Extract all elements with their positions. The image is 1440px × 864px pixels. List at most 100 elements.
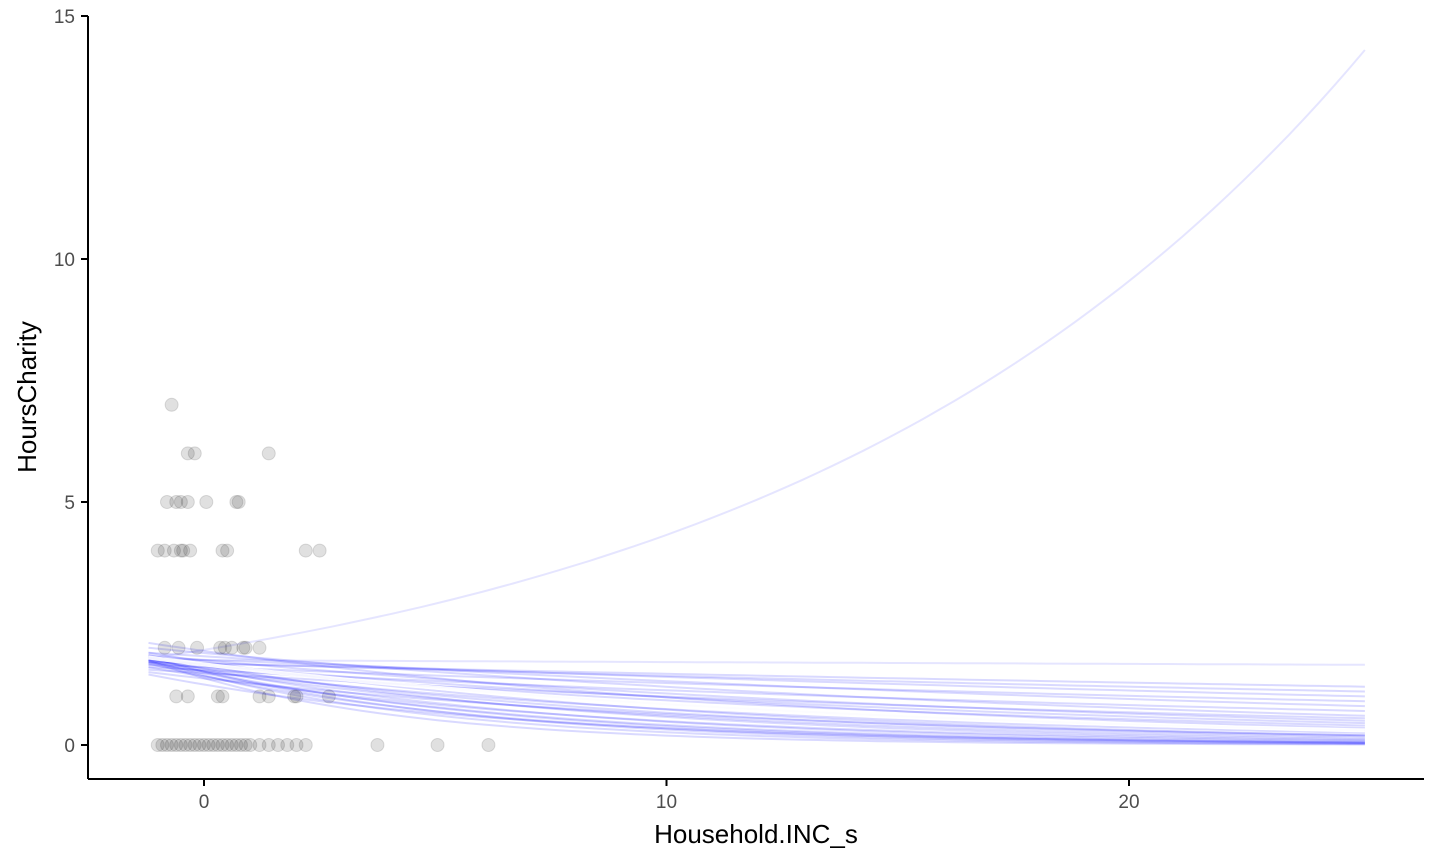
fit-curve <box>148 657 1365 744</box>
data-point <box>312 543 327 558</box>
fit-curve <box>148 673 1365 744</box>
data-point <box>238 738 253 752</box>
data-point <box>430 738 445 752</box>
mean-fit-curve <box>148 655 1365 733</box>
data-point <box>215 738 230 752</box>
data-point <box>157 543 172 558</box>
data-point <box>229 495 244 509</box>
data-point <box>190 640 205 655</box>
data-point <box>173 738 188 752</box>
data-point <box>176 543 191 558</box>
data-point <box>171 640 186 655</box>
data-point <box>252 738 267 752</box>
data-point <box>187 446 202 461</box>
data-point <box>210 738 225 752</box>
data-point <box>252 689 267 704</box>
data-point <box>298 543 313 558</box>
data-point <box>180 689 195 704</box>
fit-curve <box>148 666 1365 712</box>
data-point <box>370 738 385 752</box>
data-point <box>166 543 181 558</box>
x-tick-label: 20 <box>1118 792 1139 813</box>
data-point <box>183 543 198 558</box>
data-point <box>180 495 195 509</box>
data-point <box>183 738 198 752</box>
data-point <box>261 446 276 461</box>
data-point <box>178 738 193 752</box>
data-point <box>220 738 235 752</box>
fit-curve <box>148 656 1365 743</box>
fit-curve <box>148 661 1365 739</box>
fit-curve <box>148 658 1365 745</box>
fit-curve <box>148 660 1365 744</box>
data-point <box>321 689 336 704</box>
x-axis-title: Household.INC_s <box>654 819 858 849</box>
fit-curve <box>148 671 1365 737</box>
fit-curves <box>148 49 1366 746</box>
data-point <box>169 495 184 509</box>
fit-curve <box>148 663 1365 703</box>
data-point <box>261 689 276 704</box>
fit-curve <box>148 641 1365 729</box>
y-tick-label: 10 <box>54 250 75 271</box>
data-point <box>210 689 225 704</box>
y-tick-label: 5 <box>64 493 75 514</box>
x-tick-label: 0 <box>199 792 210 813</box>
fit-curve <box>148 655 1365 745</box>
x-tick-label: 10 <box>656 792 677 813</box>
data-point <box>164 738 179 752</box>
fit-curve <box>148 656 1365 698</box>
fit-curve <box>148 663 1365 734</box>
data-point <box>150 543 165 558</box>
fit-curve <box>148 661 1365 688</box>
data-point <box>173 495 188 509</box>
data-point <box>289 689 304 704</box>
data-point <box>197 738 211 752</box>
fit-curve <box>148 49 1366 660</box>
data-point <box>234 738 248 752</box>
fit-curve <box>148 654 1365 741</box>
fit-curve <box>148 662 1365 745</box>
y-axis-title: HoursCharity <box>12 321 42 473</box>
data-point <box>150 738 165 752</box>
data-point <box>199 495 214 509</box>
data-point <box>236 640 251 655</box>
fit-curve <box>148 666 1365 742</box>
data-point <box>201 738 216 752</box>
data-point <box>298 738 313 752</box>
data-point <box>169 689 184 704</box>
data-point <box>160 495 174 509</box>
data-point <box>217 640 232 655</box>
data-point <box>252 640 267 655</box>
fit-curve <box>148 654 1365 722</box>
data-point <box>261 738 276 752</box>
data-point <box>280 738 295 752</box>
data-point <box>169 738 184 752</box>
data-point <box>224 640 239 655</box>
data-point <box>243 738 258 752</box>
data-point <box>180 446 195 461</box>
data-point <box>164 397 179 412</box>
axis-ticks: 0 10 20 0 5 10 15 <box>54 7 1140 813</box>
data-point <box>271 738 285 752</box>
data-point <box>238 640 253 655</box>
y-tick-label: 0 <box>64 736 75 757</box>
data-point <box>160 738 174 752</box>
data-point <box>157 640 172 655</box>
fit-curve <box>148 659 1365 738</box>
data-point <box>481 738 496 752</box>
data-points <box>150 397 496 752</box>
data-point <box>155 738 170 752</box>
fit-curve <box>148 659 1365 725</box>
data-point <box>192 738 207 752</box>
fit-curve <box>148 646 1365 717</box>
data-point <box>224 738 239 752</box>
fit-curve <box>148 659 1365 746</box>
data-point <box>187 738 202 752</box>
data-point <box>289 738 304 752</box>
data-point <box>220 543 235 558</box>
data-point <box>215 543 230 558</box>
data-point <box>231 495 246 509</box>
fit-curve <box>148 660 1365 693</box>
